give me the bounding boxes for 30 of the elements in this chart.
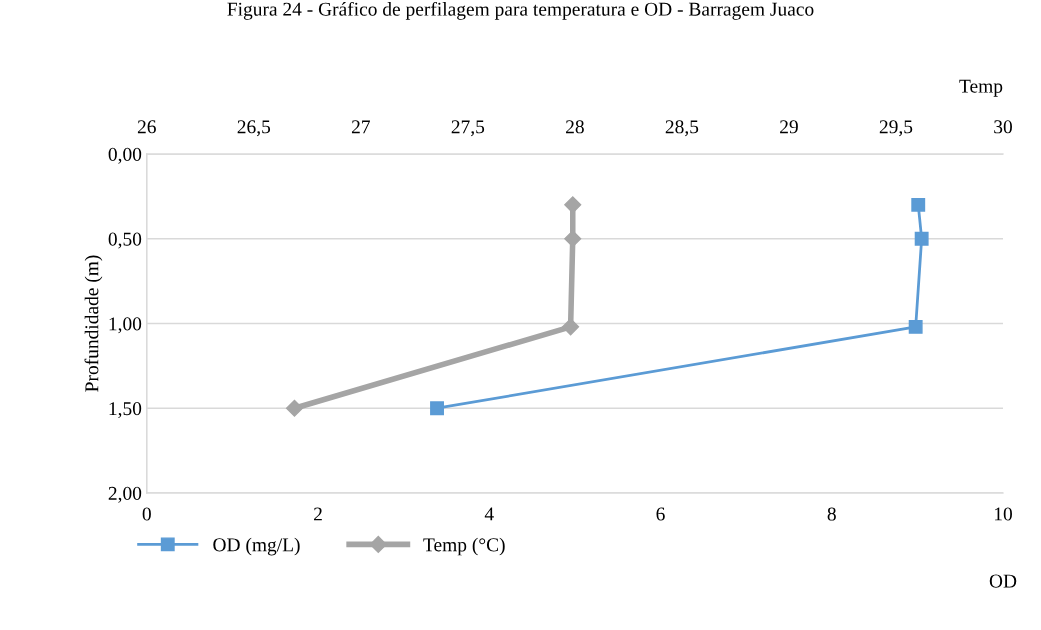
- legend-label: Temp (°C): [423, 537, 505, 556]
- x-tick-label: 4: [484, 507, 494, 521]
- y-tick-label: 1,00: [109, 317, 142, 334]
- point: [430, 401, 444, 416]
- y-tick-label: 1,50: [109, 402, 142, 418]
- x-tick-label: 6: [656, 507, 665, 521]
- x2-axis-title: Temp: [959, 79, 1003, 97]
- x2-tick-label: 26,5: [237, 120, 271, 137]
- x2-tick-label: 27,5: [451, 120, 485, 137]
- y-tick-label: 0,00: [108, 147, 142, 164]
- x2-tick-label: 29,5: [879, 120, 913, 137]
- legend-label: OD (mg/L): [213, 537, 300, 556]
- x-tick-label: 8: [827, 507, 836, 521]
- chart-title: Figura 24 - Gráfico de perfilagem para temperatura e OD - Barragem Juaco: [227, 1, 814, 20]
- point: [908, 319, 923, 334]
- y-tick-label: 2,00: [108, 486, 142, 503]
- x-tick-label: 2: [314, 507, 322, 521]
- y-axis-title: Profundidade (m): [84, 255, 103, 392]
- x2-tick-label: 30: [994, 120, 1012, 134]
- x-tick-label: 0: [142, 507, 151, 521]
- point: [911, 197, 926, 212]
- y-tick-label: 0,50: [108, 232, 142, 249]
- x2-tick-label: 28: [566, 120, 584, 134]
- x-tick-label: 10: [994, 507, 1012, 521]
- x2-tick-label: 26: [137, 120, 156, 134]
- point: [914, 231, 929, 246]
- x2-tick-label: 28,5: [665, 120, 699, 137]
- x2-tick-label: 29: [780, 120, 798, 134]
- x2-tick-label: 27: [351, 120, 370, 134]
- x-axis-title: OD: [989, 574, 1017, 588]
